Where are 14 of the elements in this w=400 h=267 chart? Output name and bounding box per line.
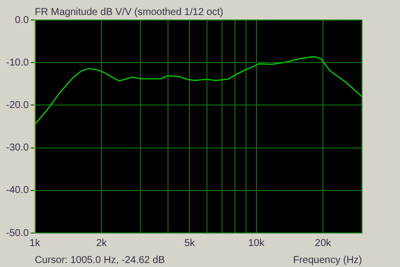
x-tick-label: 2k xyxy=(96,238,108,249)
text: Cursor: 1005.0 Hz, -24.62 dB xyxy=(34,254,166,266)
x-tick-label: 10k xyxy=(248,238,266,249)
y-tick-label: -20.0 xyxy=(6,100,30,111)
y-tick-label: -40.0 xyxy=(6,185,30,196)
y-tick-label: 0.0 xyxy=(14,14,30,26)
y-tick-label: -30.0 xyxy=(6,142,30,154)
x-tick-label: 20k xyxy=(314,238,332,249)
x-tick-label: 1k xyxy=(30,238,42,249)
y-tick-label: -10.0 xyxy=(6,57,30,68)
x-tick-label: 5k xyxy=(184,238,196,249)
chart-title: FR Magnitude dB V/V (smoothed 1/12 oct) xyxy=(34,6,224,18)
x-axis-title: Frequency (Hz) xyxy=(293,254,362,266)
y-tick-label: -50.0 xyxy=(6,228,30,239)
